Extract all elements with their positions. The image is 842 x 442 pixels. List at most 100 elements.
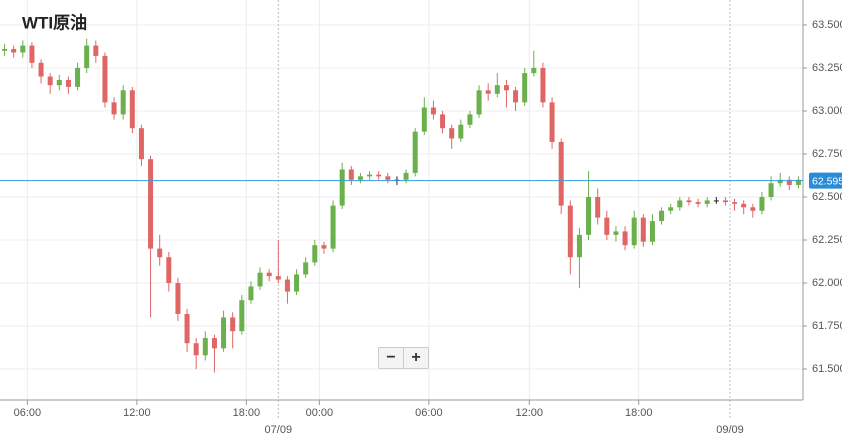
candle-body xyxy=(303,262,309,275)
candle-body xyxy=(138,128,144,160)
candle-body xyxy=(38,62,44,77)
candle-body xyxy=(467,114,473,125)
candle-body xyxy=(485,90,491,94)
candle-body xyxy=(84,45,90,68)
candle-body xyxy=(449,128,455,139)
candle-body xyxy=(576,234,582,258)
candle-body xyxy=(211,338,217,349)
candle-body xyxy=(330,205,336,249)
candle-body xyxy=(357,176,363,180)
candle-body xyxy=(312,245,318,263)
candle-body xyxy=(668,207,674,211)
candle-body xyxy=(586,196,592,235)
candle-body xyxy=(567,205,573,258)
y-tick-label: 63.000 xyxy=(812,105,842,117)
candle-body xyxy=(166,257,172,284)
candle-body xyxy=(704,200,710,204)
candle-body xyxy=(221,317,227,349)
candle-body xyxy=(540,67,546,103)
candle-body xyxy=(412,131,418,173)
current-price-label: 62.595 xyxy=(812,175,842,187)
candle-body xyxy=(503,85,509,91)
candle-body xyxy=(47,76,53,86)
candle-body xyxy=(367,174,373,177)
candle-body xyxy=(202,338,208,356)
candle-body xyxy=(129,90,135,129)
candle-body xyxy=(2,49,8,51)
candle-body xyxy=(339,169,345,206)
candle-body xyxy=(148,159,154,249)
candle-body xyxy=(175,283,181,314)
candle-body xyxy=(677,200,683,208)
x-tick-label: 06:00 xyxy=(415,407,443,419)
zoom-out-button[interactable]: − xyxy=(386,349,396,366)
x-tick-label: 12:00 xyxy=(515,407,543,419)
x-tick-label: 12:00 xyxy=(123,407,151,419)
candle-body xyxy=(795,179,801,185)
candle-body xyxy=(741,203,747,208)
x-tick-label: 06:00 xyxy=(14,407,42,419)
candle-body xyxy=(284,279,290,292)
candle-body xyxy=(695,202,701,204)
candle-body xyxy=(403,172,409,180)
candle-body xyxy=(750,207,756,211)
candle-body xyxy=(622,231,628,246)
candle-body xyxy=(531,67,537,74)
candle-body xyxy=(20,45,26,53)
candle-body xyxy=(777,179,783,184)
candle-body xyxy=(321,245,327,249)
candle-body xyxy=(75,67,81,87)
candle-body xyxy=(29,45,35,63)
candle-body xyxy=(294,274,300,292)
candle-body xyxy=(440,114,446,129)
zoom-controls: − + xyxy=(378,347,429,369)
chart-title: WTI原油 xyxy=(22,12,87,32)
y-tick-label: 61.750 xyxy=(812,320,842,332)
candle-body xyxy=(430,107,436,115)
candle-body xyxy=(56,80,62,86)
candle-body xyxy=(248,286,254,301)
candle-body xyxy=(640,217,646,242)
current-price-box xyxy=(809,172,842,189)
candle-body xyxy=(458,124,464,139)
candle-body xyxy=(11,49,17,53)
candle-body xyxy=(686,200,692,203)
x-tick-label: 18:00 xyxy=(233,407,261,419)
candle-body xyxy=(230,317,236,332)
x-tick-label: 18:00 xyxy=(625,407,653,419)
zoom-in-button[interactable]: + xyxy=(403,348,428,368)
candle-body xyxy=(348,169,354,180)
candle-body xyxy=(604,217,610,235)
candle-body xyxy=(266,272,272,277)
candle-body xyxy=(631,217,637,246)
candle-body xyxy=(239,300,245,332)
candle-body xyxy=(759,196,765,211)
y-tick-label: 63.250 xyxy=(812,62,842,74)
candle-body xyxy=(722,200,728,203)
candle-body xyxy=(421,107,427,132)
candle-body xyxy=(275,276,281,280)
y-tick-label: 62.000 xyxy=(812,277,842,289)
candle-body xyxy=(732,202,738,204)
y-tick-label: 61.500 xyxy=(812,363,842,375)
candle-body xyxy=(522,73,528,103)
candle-body xyxy=(613,231,619,235)
candle-body xyxy=(120,90,126,115)
y-tick-label: 62.250 xyxy=(812,234,842,246)
y-tick-label: 62.750 xyxy=(812,148,842,160)
date-label: 07/09 xyxy=(265,424,293,436)
candle-body xyxy=(768,183,774,197)
candle-body xyxy=(157,248,163,258)
candle-body xyxy=(713,200,719,202)
candle-body xyxy=(513,90,519,103)
candle-body xyxy=(385,176,391,180)
y-tick-label: 63.500 xyxy=(812,19,842,31)
candle-body xyxy=(111,102,117,115)
candle-body xyxy=(595,196,601,218)
candle-body xyxy=(102,55,108,103)
candle-body xyxy=(786,179,792,185)
date-label: 09/09 xyxy=(716,424,744,436)
